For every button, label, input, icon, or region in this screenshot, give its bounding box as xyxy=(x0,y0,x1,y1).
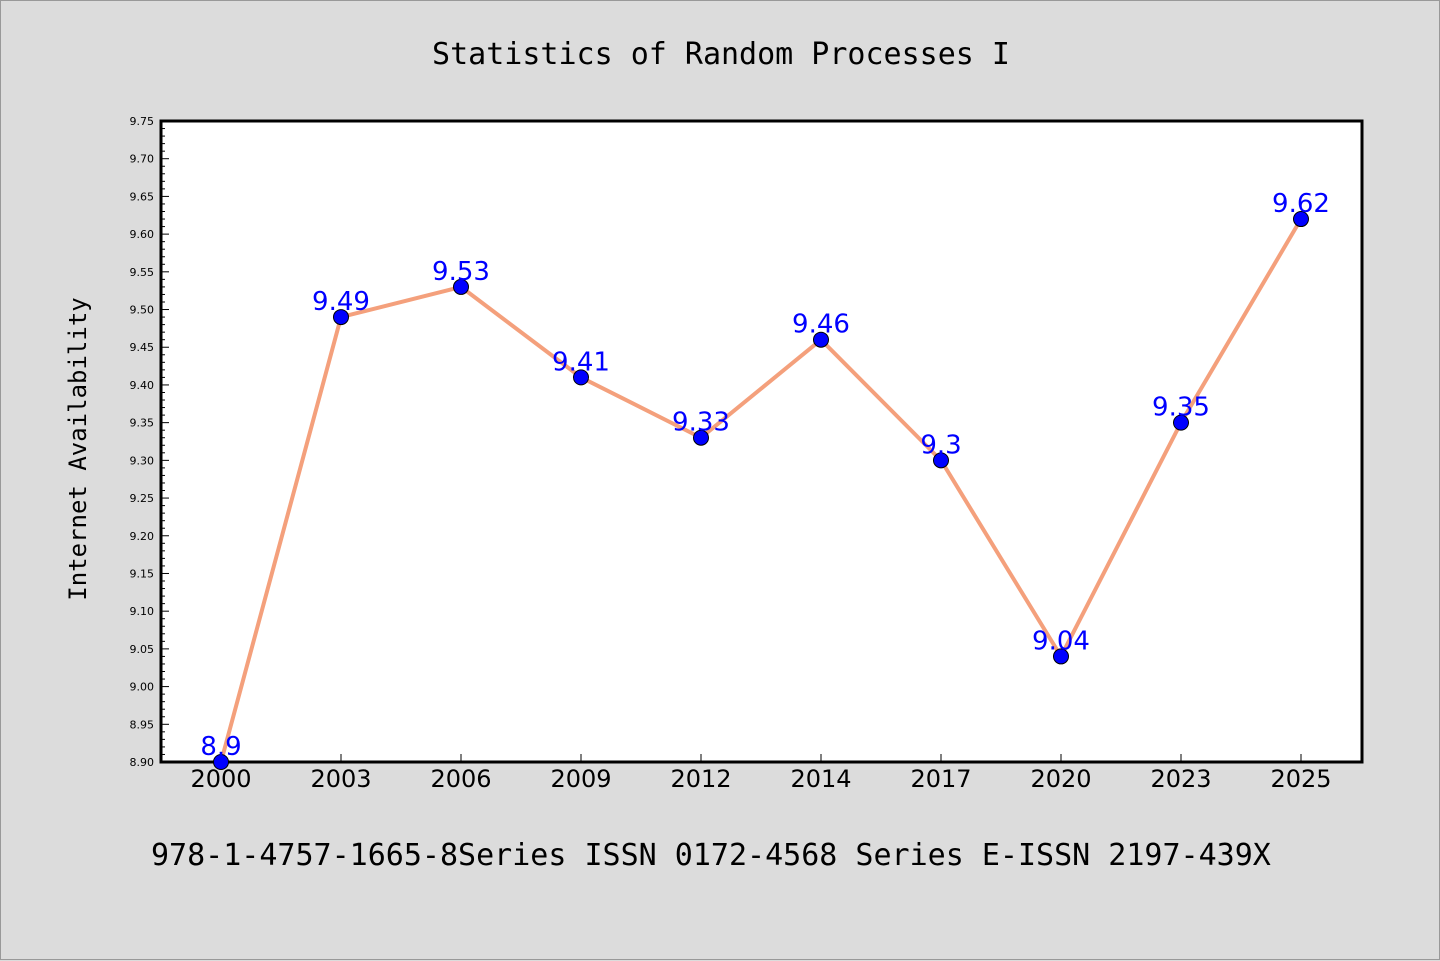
y-tick-label: 9.20 xyxy=(130,530,155,543)
data-label: 9.46 xyxy=(792,310,850,340)
y-tick-label: 9.15 xyxy=(130,567,155,580)
x-tick-label: 2020 xyxy=(1030,765,1091,793)
x-tick-label: 2023 xyxy=(1150,765,1211,793)
footer-isbn-text: 978-1-4757-1665-8Series ISSN 0172-4568 S… xyxy=(151,838,1271,873)
y-tick-label: 8.90 xyxy=(130,756,155,769)
data-label: 9.53 xyxy=(432,257,490,287)
x-tick-label: 2006 xyxy=(430,765,491,793)
y-tick-label: 9.25 xyxy=(130,492,155,505)
data-point xyxy=(813,331,829,348)
y-tick-label: 8.95 xyxy=(130,718,155,731)
x-tick-label: 2003 xyxy=(310,765,371,793)
y-tick-label: 9.60 xyxy=(130,228,155,241)
x-tick-label: 2009 xyxy=(550,765,611,793)
series-line-group xyxy=(219,218,1303,763)
series-line xyxy=(219,218,1303,763)
data-labels: 8.9 9.49 9.53 9.41 9.33 9.46 9.3 9.04 9.35 9.62 xyxy=(200,189,1330,762)
data-label: 9.41 xyxy=(552,347,610,377)
data-point xyxy=(933,452,949,469)
y-tick-label: 9.70 xyxy=(130,153,155,166)
chart-title: Statistics of Random Processes I xyxy=(432,37,1010,72)
data-label: 9.49 xyxy=(312,287,370,317)
data-point xyxy=(1053,648,1069,665)
data-label: 9.62 xyxy=(1272,189,1330,219)
data-label: 9.35 xyxy=(1152,393,1210,423)
data-point xyxy=(693,429,709,446)
data-point xyxy=(1173,414,1189,431)
y-tick-label: 9.05 xyxy=(130,643,155,656)
data-point xyxy=(213,754,229,770)
y-tick-label: 9.45 xyxy=(130,341,155,354)
y-tick-label: 9.40 xyxy=(130,379,155,392)
data-label: 9.33 xyxy=(672,408,730,438)
y-tick-label: 9.35 xyxy=(130,417,155,430)
data-point xyxy=(573,369,589,386)
data-label: 8.9 xyxy=(200,732,241,762)
y-tick-label: 9.10 xyxy=(130,605,155,618)
data-point xyxy=(333,309,349,326)
x-tick-label: 2014 xyxy=(790,765,851,793)
x-tick-label: 2025 xyxy=(1270,765,1331,793)
y-tick-label: 9.30 xyxy=(130,454,155,467)
x-tick-label: 2017 xyxy=(910,765,971,793)
y-tick-label: 9.65 xyxy=(130,190,155,203)
x-tick-label: 2012 xyxy=(670,765,731,793)
y-axis: 8.90 8.95 9.00 9.05 9.10 9.15 9.20 9.25 9.30 9.35… xyxy=(130,115,169,769)
y-tick-label: 9.00 xyxy=(130,681,155,694)
data-point xyxy=(453,278,469,295)
y-tick-label: 9.50 xyxy=(130,304,155,317)
data-markers xyxy=(213,211,1309,770)
data-point xyxy=(1293,211,1309,228)
data-label: 9.04 xyxy=(1032,626,1090,656)
y-axis-label: Internet Availability xyxy=(64,297,92,600)
data-label: 9.3 xyxy=(920,430,961,460)
x-axis: 2000 2003 2006 2009 2012 2014 2017 2020 2023 2025 xyxy=(190,754,1332,793)
y-tick-label: 9.55 xyxy=(130,266,155,279)
plot-area xyxy=(159,119,1364,764)
y-tick-label: 9.75 xyxy=(130,115,155,128)
